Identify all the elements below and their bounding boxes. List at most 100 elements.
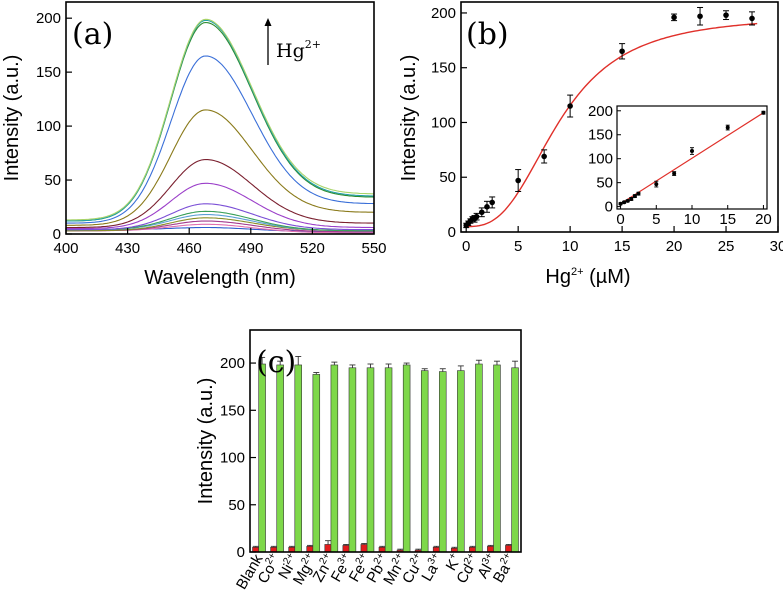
increase-arrow-head bbox=[264, 18, 272, 26]
c-xlabel-7: Pb2+ bbox=[362, 551, 393, 586]
hg-annotation: Hg2+ bbox=[276, 38, 321, 62]
panel-a-frame bbox=[65, 1, 375, 235]
panel-a-ylabel: Intensity (a.u.) bbox=[1, 55, 23, 182]
b-xtick-label-5: 5 bbox=[514, 238, 522, 255]
bar-green-1 bbox=[276, 364, 284, 553]
inset-fit bbox=[620, 112, 764, 205]
i-ytick-label-0: 0 bbox=[605, 199, 613, 216]
c-xlabel-base-4: Zn bbox=[310, 561, 333, 585]
b-xtick-label-10: 10 bbox=[562, 238, 579, 255]
bar-green-5 bbox=[348, 367, 357, 553]
a-ytick-label-0: 0 bbox=[53, 226, 61, 243]
panel-a-label: (a) bbox=[72, 17, 113, 52]
b-data-point-11 bbox=[567, 103, 573, 109]
a-ytick-label-200: 200 bbox=[36, 10, 61, 27]
bar-red-14 bbox=[505, 545, 513, 553]
c-ytick-label-50: 50 bbox=[228, 497, 245, 514]
i-ytick-label-50: 50 bbox=[596, 175, 613, 192]
b-data-point-6 bbox=[478, 209, 485, 216]
c-xlabel-sup-11: + bbox=[447, 551, 460, 562]
i-data-point-1 bbox=[622, 200, 627, 205]
panel-c-bars bbox=[252, 356, 519, 553]
c-xlabel-sup-10: 3+ bbox=[426, 551, 441, 567]
bar-red-4 bbox=[324, 544, 332, 553]
bar-green-4 bbox=[330, 364, 339, 553]
i-ytick-label-150: 150 bbox=[588, 127, 613, 144]
spectrum-curve-7 bbox=[66, 203, 374, 231]
b-data-point-7 bbox=[484, 204, 490, 210]
c-xlabel-sup-12: 2+ bbox=[462, 551, 477, 567]
a-ytick-label-100: 100 bbox=[36, 118, 61, 135]
b-data-point-8 bbox=[489, 199, 495, 206]
c-xlabel-base-7: Pb bbox=[363, 561, 387, 585]
bar-green-2 bbox=[294, 364, 302, 553]
panel-b-fit bbox=[466, 22, 758, 228]
i-ytick-label-200: 200 bbox=[588, 103, 613, 120]
i-data-point-2 bbox=[625, 198, 630, 203]
c-xlabel-sup-8: 2+ bbox=[390, 551, 405, 567]
a-xtick-label-490: 490 bbox=[238, 240, 263, 257]
b-data-point-12 bbox=[619, 48, 625, 55]
spectrum-curve-9 bbox=[66, 158, 374, 229]
bar-red-6 bbox=[360, 544, 368, 553]
panel-c-xlabels: BlankCo2+Ni2+Mg2+Zn2+Fe3+Fe2+Pb2+Mn2+Cu2… bbox=[233, 551, 514, 593]
bar-green-6 bbox=[366, 367, 375, 553]
c-ytick-label-200: 200 bbox=[220, 355, 245, 372]
c-xlabel-4: Zn2+ bbox=[309, 551, 339, 585]
a-xtick-label-550: 550 bbox=[361, 240, 386, 257]
b-data-point-16 bbox=[749, 15, 755, 22]
bar-green-3 bbox=[312, 374, 321, 553]
b-ytick-label-50: 50 bbox=[439, 169, 456, 186]
a-xtick-label-400: 400 bbox=[53, 240, 78, 257]
panel-a-xlabel: Wavelength (nm) bbox=[144, 267, 296, 289]
panel-a-ticks: 400 430 460 490 520 550 0 50 100 150 200 bbox=[36, 10, 387, 257]
panel-c-frame bbox=[249, 329, 522, 553]
bar-green-0 bbox=[258, 363, 266, 553]
b-data-point-5 bbox=[473, 213, 480, 220]
spectrum-curve-10 bbox=[66, 109, 375, 226]
i-data-point-10 bbox=[761, 110, 766, 115]
i-data-point-9 bbox=[725, 125, 730, 130]
b-xtick-label-15: 15 bbox=[614, 238, 631, 255]
panel-b-points bbox=[463, 6, 756, 229]
bar-green-7 bbox=[384, 367, 393, 553]
b-data-point-15 bbox=[723, 12, 729, 18]
i-data-point-3 bbox=[629, 196, 634, 201]
i-xtick-label-0: 0 bbox=[616, 211, 624, 228]
c-xlabel-base-5: Fe bbox=[328, 561, 351, 585]
i-xtick-label-15: 15 bbox=[719, 211, 736, 228]
panel-b-frame bbox=[460, 1, 779, 233]
b-xtick-label-25: 25 bbox=[718, 238, 735, 255]
panel-a-curves bbox=[65, 18, 375, 234]
c-xlabel-sup-14: 2+ bbox=[498, 551, 513, 567]
i-xtick-label-20: 20 bbox=[755, 211, 772, 228]
c-xlabel-sup-1: 2+ bbox=[263, 551, 278, 567]
spectrum-curve-8 bbox=[66, 182, 374, 230]
inset-fit-line bbox=[620, 112, 764, 205]
c-xlabel-sup-3: 2+ bbox=[299, 551, 314, 567]
panel-c-ticks: 0 50 100 150 200 bbox=[220, 355, 256, 561]
c-xlabel-base-6: Fe bbox=[346, 561, 369, 585]
c-ytick-label-150: 150 bbox=[220, 402, 245, 419]
bar-green-10 bbox=[439, 371, 447, 553]
a-xtick-label-520: 520 bbox=[300, 240, 325, 257]
bar-green-8 bbox=[402, 364, 411, 553]
b-xtick-label-30: 30 bbox=[770, 238, 783, 255]
bar-red-13 bbox=[487, 546, 495, 553]
bar-green-9 bbox=[420, 370, 429, 553]
c-xlabel-sup-7: 2+ bbox=[372, 551, 387, 567]
c-ytick-label-100: 100 bbox=[220, 450, 245, 467]
c-xlabel-6: Fe2+ bbox=[345, 551, 375, 585]
i-data-point-7 bbox=[672, 171, 677, 176]
bar-red-3 bbox=[306, 546, 314, 553]
a-xtick-label-430: 430 bbox=[115, 240, 140, 257]
b-data-point-10 bbox=[541, 153, 547, 160]
c-xlabel-sup-4: 2+ bbox=[317, 551, 332, 567]
i-data-point-5 bbox=[636, 191, 641, 196]
i-data-point-4 bbox=[632, 194, 637, 199]
b-ytick-label-200: 200 bbox=[431, 5, 456, 22]
